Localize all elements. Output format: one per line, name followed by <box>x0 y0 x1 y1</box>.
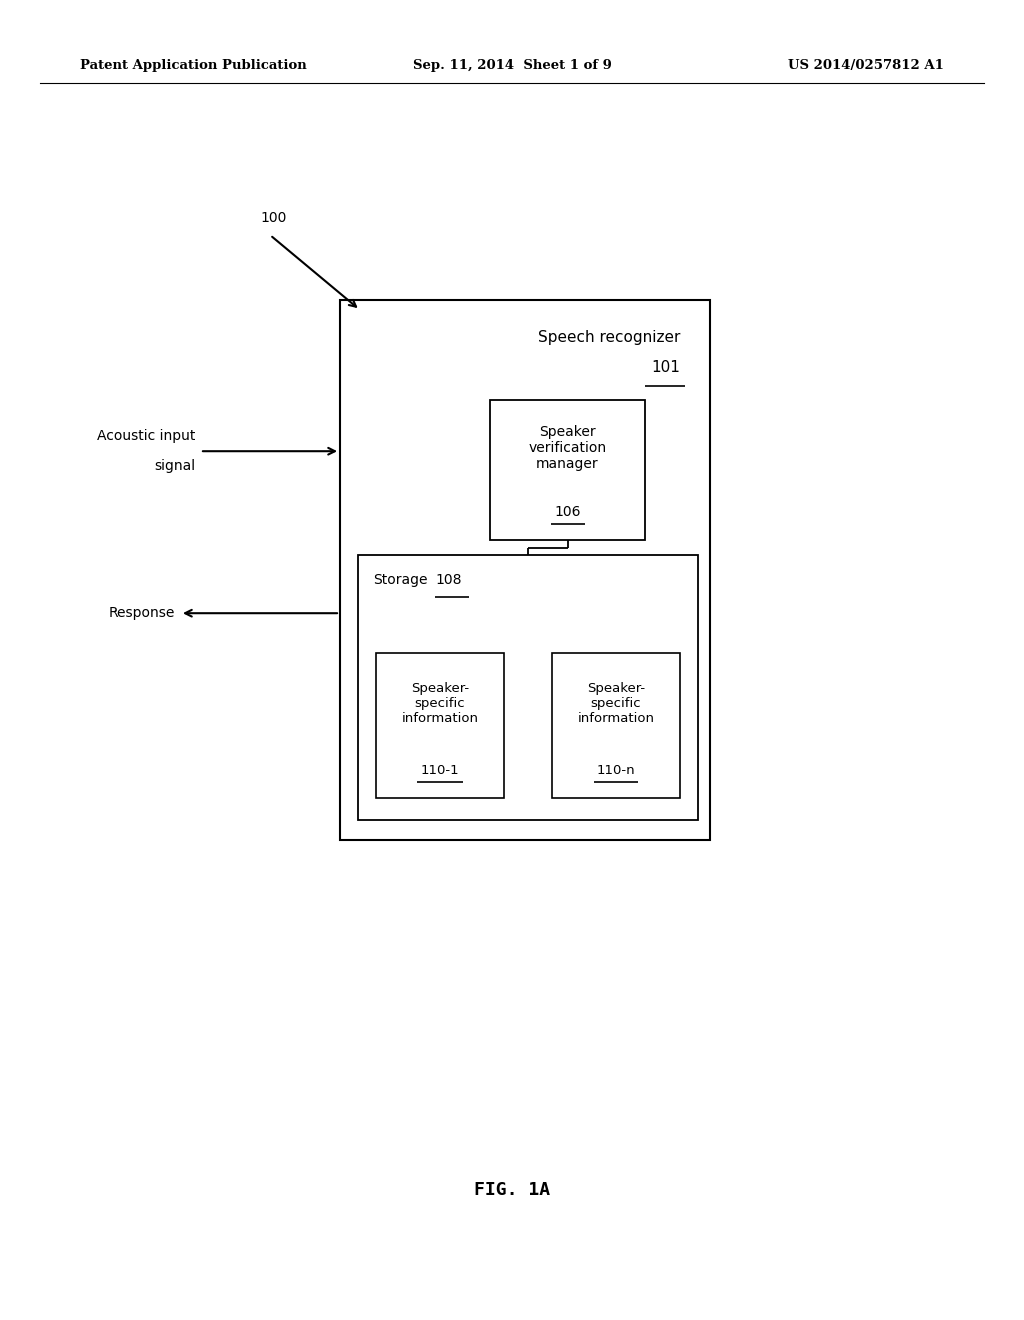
Text: Speech recognizer: Speech recognizer <box>538 330 680 345</box>
Text: 100: 100 <box>260 211 287 224</box>
Text: 110-n: 110-n <box>597 763 635 776</box>
Text: Response: Response <box>109 606 175 620</box>
Text: 110-1: 110-1 <box>421 763 460 776</box>
Text: Patent Application Publication: Patent Application Publication <box>80 58 307 71</box>
Bar <box>490 400 645 540</box>
Text: 101: 101 <box>651 360 680 375</box>
Text: Acoustic input: Acoustic input <box>96 429 195 444</box>
Text: Speaker-
specific
information: Speaker- specific information <box>578 682 654 725</box>
Bar <box>552 653 680 799</box>
Text: FIG. 1A: FIG. 1A <box>474 1181 550 1199</box>
Text: 106: 106 <box>554 506 581 519</box>
Bar <box>358 554 698 820</box>
Text: Speaker-
specific
information: Speaker- specific information <box>401 682 478 725</box>
Bar <box>340 300 710 840</box>
Text: signal: signal <box>154 459 195 473</box>
Text: Sep. 11, 2014  Sheet 1 of 9: Sep. 11, 2014 Sheet 1 of 9 <box>413 58 611 71</box>
Text: US 2014/0257812 A1: US 2014/0257812 A1 <box>788 58 944 71</box>
Text: Storage: Storage <box>373 573 427 587</box>
Text: 108: 108 <box>435 573 462 587</box>
Text: Speaker
verification
manager: Speaker verification manager <box>528 425 606 471</box>
Bar <box>376 653 504 799</box>
